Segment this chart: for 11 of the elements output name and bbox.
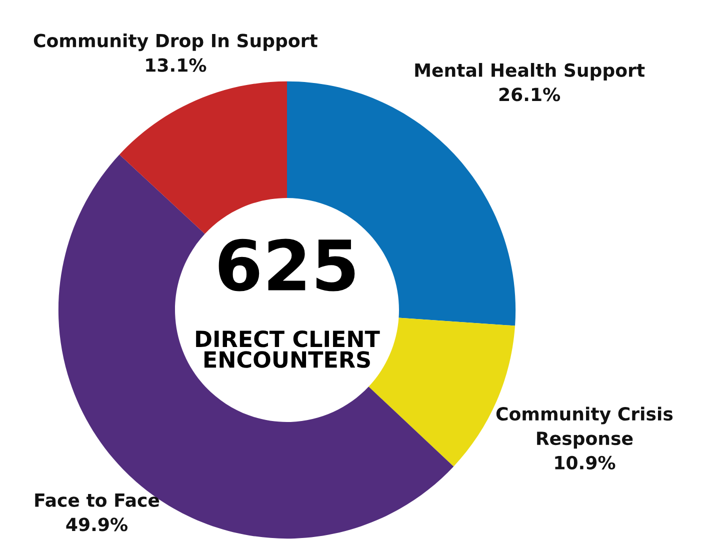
text: 625	[218, 238, 355, 292]
data-label: 26.1%	[499, 88, 560, 102]
data-label: 49.9%	[66, 518, 128, 532]
data-label: 10.9%	[555, 456, 616, 470]
text: DIRECT CLIENT ENCOUNTERS	[196, 330, 380, 368]
slice-label: Face to Face	[35, 494, 160, 507]
slice-label: Mental Health Support	[415, 62, 645, 80]
slice-label: Community Crisis Response	[496, 406, 673, 449]
slice-label: Community Drop In Support	[34, 33, 318, 52]
data-label: 13.1%	[146, 58, 206, 72]
donut-slice	[119, 81, 287, 234]
